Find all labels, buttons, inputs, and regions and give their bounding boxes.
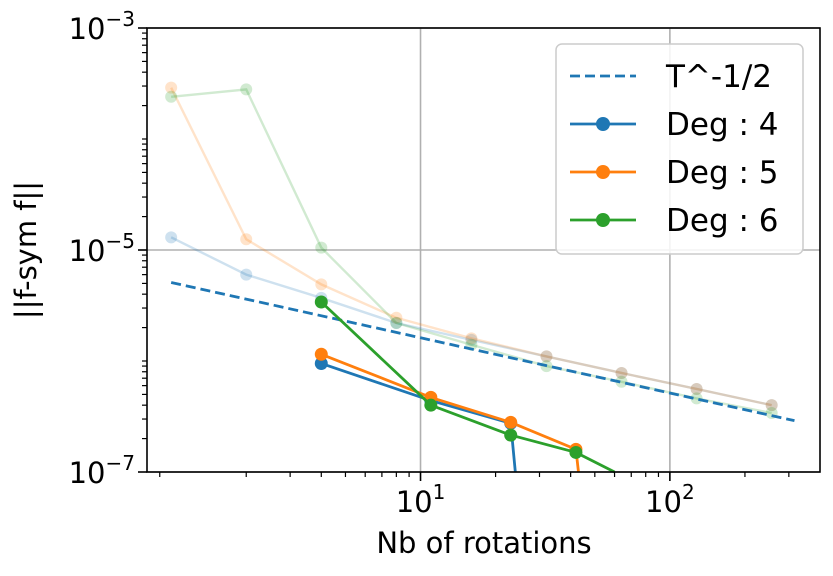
reference-layer [170, 281, 795, 423]
y-tick-label-base: 10 [69, 234, 106, 268]
faded-point [615, 366, 628, 379]
faded-point [240, 83, 253, 96]
legend: T^-1/2 Deg : 4 Deg : 5 Deg : 6 [555, 43, 804, 255]
series-solid [314, 295, 616, 474]
faded-point [615, 375, 628, 388]
x-tick-label-base: 10 [396, 485, 433, 519]
y-tick-label-base: 10 [69, 12, 106, 46]
faded-point [240, 268, 253, 281]
x-tick-label-exponent: 2 [682, 480, 695, 504]
faded-point [165, 90, 178, 103]
data-point [569, 445, 583, 459]
faded-point [465, 333, 478, 346]
faded-point [240, 233, 253, 246]
faded-point [315, 241, 328, 254]
faded-point [390, 316, 403, 329]
faded-point [390, 311, 403, 324]
data-point [314, 356, 328, 370]
legend-label: Deg : 6 [666, 203, 779, 239]
faded-point [165, 231, 178, 244]
y-tick-label-exponent: −7 [106, 451, 135, 475]
legend-label: Deg : 5 [666, 155, 779, 191]
plot-frame [146, 27, 821, 473]
x-tick-label-base: 10 [645, 485, 682, 519]
faded-series-layer [165, 81, 778, 420]
legend-frame [555, 43, 804, 255]
legend-marker [596, 165, 610, 179]
data-point [424, 398, 438, 412]
legend-marker [596, 213, 610, 227]
x-axis-label: Nb of rotations [376, 526, 591, 560]
data-point [314, 295, 328, 309]
y-tick-label: 10−5 [69, 229, 135, 268]
x-tick-label: 101 [396, 480, 446, 519]
legend-label: T^-1/2 [665, 59, 772, 95]
faded-point [690, 382, 703, 395]
faded-point [765, 399, 778, 412]
faded-point [315, 278, 328, 291]
faded-point [690, 392, 703, 405]
faded-line [170, 236, 772, 407]
faded-point [465, 332, 478, 345]
legend-label: Deg : 4 [666, 107, 779, 143]
faded-point [690, 382, 703, 395]
legend-entry: T^-1/2 [570, 59, 772, 95]
y-tick-label-exponent: −5 [106, 229, 135, 253]
y-axis-label: ||f-sym f|| [9, 181, 43, 319]
series-faded [165, 81, 778, 412]
x-tick-label-exponent: 1 [433, 480, 446, 504]
reference-line [170, 281, 795, 423]
x-tick-label: 102 [645, 480, 695, 519]
data-point [504, 415, 518, 429]
legend-entry: Deg : 4 [570, 107, 779, 143]
series-faded [165, 231, 778, 412]
legend-marker [596, 117, 610, 131]
faded-point [390, 316, 403, 329]
y-tick-label: 10−7 [69, 451, 135, 490]
faded-point [615, 366, 628, 379]
faded-point [165, 81, 178, 94]
faded-line [170, 87, 772, 407]
series-line [320, 362, 517, 473]
faded-point [540, 350, 553, 363]
y-tick-label-exponent: −3 [106, 7, 135, 31]
y-tick-label-base: 10 [69, 456, 106, 490]
minor-ticks [142, 32, 790, 477]
solid-series-layer [314, 295, 616, 474]
major-ticks [138, 27, 671, 481]
data-point [504, 428, 518, 442]
legend-entry: Deg : 5 [570, 155, 779, 191]
y-tick-label: 10−3 [69, 7, 135, 46]
data-point [314, 347, 328, 361]
legend-entry: Deg : 6 [570, 203, 779, 239]
faded-point [540, 350, 553, 363]
faded-point [765, 399, 778, 412]
